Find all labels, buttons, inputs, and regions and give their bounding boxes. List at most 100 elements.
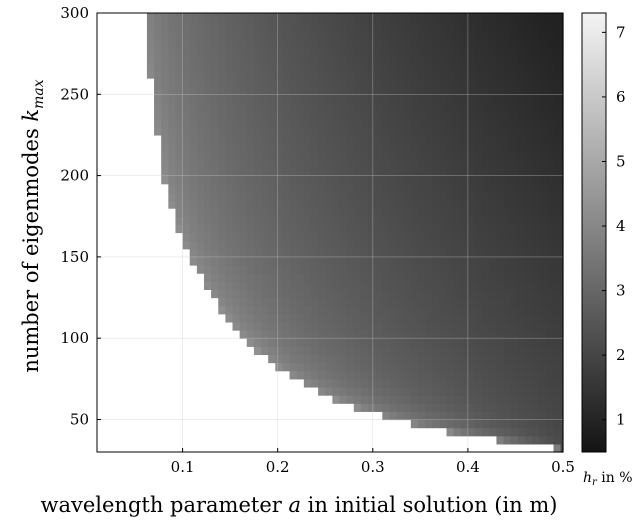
heatmap-cell — [325, 362, 333, 372]
heatmap-cell — [282, 53, 291, 63]
heatmap-cell — [339, 289, 348, 299]
heatmap-cell — [325, 248, 333, 258]
heatmap-cell — [517, 183, 526, 193]
heatmap-cell — [339, 208, 348, 217]
heatmap-cell — [353, 143, 362, 152]
heatmap-cell — [389, 167, 398, 177]
heatmap-cell — [346, 321, 355, 331]
heatmap-cell — [211, 45, 219, 55]
heatmap-cell — [325, 354, 333, 364]
heatmap-cell — [475, 273, 483, 282]
heatmap-cell — [303, 362, 312, 372]
heatmap-cell — [289, 86, 298, 95]
heatmap-cell — [239, 281, 248, 291]
heatmap-cell — [417, 61, 426, 71]
heatmap-cell — [425, 13, 433, 22]
heatmap-cell — [539, 134, 547, 144]
heatmap-cell — [532, 183, 540, 193]
heatmap-cell — [339, 13, 348, 22]
heatmap-cell — [261, 281, 269, 291]
heatmap-cell — [389, 313, 398, 323]
heatmap-cell — [467, 273, 476, 282]
heatmap-cell — [546, 224, 555, 234]
heatmap-cell — [510, 175, 519, 185]
heatmap-cell — [496, 208, 505, 217]
heatmap-cell — [389, 175, 398, 185]
heatmap-cell — [296, 61, 305, 71]
heatmap-cell — [389, 183, 398, 193]
heatmap-cell — [318, 13, 326, 22]
heatmap-cell — [296, 289, 305, 299]
heatmap-cell — [168, 102, 177, 112]
heatmap-cell — [482, 362, 490, 372]
heatmap-cell — [196, 102, 205, 112]
heatmap-cell — [382, 362, 391, 372]
heatmap-cell — [439, 86, 448, 95]
heatmap-cell — [532, 305, 540, 315]
heatmap-cell — [453, 297, 462, 307]
heatmap-cell — [368, 208, 376, 217]
heatmap-cell — [539, 69, 547, 79]
heatmap-cell — [339, 69, 348, 79]
heatmap-cell — [510, 289, 519, 299]
heatmap-cell — [203, 86, 212, 95]
heatmap-cell — [239, 175, 248, 185]
heatmap-cell — [289, 143, 298, 152]
heatmap-cell — [453, 240, 462, 250]
heatmap-cell — [360, 305, 369, 315]
heatmap-cell — [325, 45, 333, 55]
heatmap-cell — [467, 13, 476, 22]
heatmap-cell — [218, 167, 226, 177]
heatmap-cell — [375, 289, 383, 299]
heatmap-cell — [268, 224, 276, 234]
heatmap-cell — [318, 29, 326, 38]
heatmap-cell — [353, 362, 362, 372]
heatmap-cell — [189, 159, 198, 169]
heatmap-cell — [396, 330, 405, 339]
heatmap-cell — [346, 297, 355, 307]
heatmap-cell — [175, 175, 184, 185]
heatmap-cell — [346, 313, 355, 323]
heatmap-cell — [410, 208, 419, 217]
heatmap-cell — [553, 45, 562, 55]
heatmap-cell — [346, 232, 355, 242]
heatmap-cell — [239, 21, 248, 30]
heatmap-cell — [203, 248, 212, 258]
heatmap-cell — [232, 37, 241, 47]
heatmap-cell — [503, 86, 512, 95]
heatmap-cell — [261, 313, 269, 323]
heatmap-cell — [375, 248, 383, 258]
heatmap-cell — [496, 45, 505, 55]
heatmap-cell — [375, 346, 383, 356]
heatmap-cell — [532, 354, 540, 364]
heatmap-cell — [460, 346, 469, 356]
heatmap-cell — [275, 78, 284, 87]
heatmap-cell — [310, 151, 319, 160]
heatmap-cell — [175, 208, 184, 217]
heatmap-cell — [517, 378, 526, 388]
heatmap-cell — [296, 134, 305, 144]
heatmap-cell — [460, 338, 469, 347]
heatmap-cell — [453, 175, 462, 185]
heatmap-cell — [453, 419, 462, 429]
heatmap-cell — [360, 167, 369, 177]
heatmap-cell — [460, 330, 469, 339]
heatmap-cell — [196, 167, 205, 177]
heatmap-cell — [154, 118, 162, 128]
heatmap-cell — [325, 256, 333, 266]
heatmap-cell — [303, 110, 312, 120]
heatmap-cell — [282, 354, 291, 364]
heatmap-cell — [225, 305, 234, 315]
heatmap-cell — [154, 110, 162, 120]
heatmap-cell — [318, 53, 326, 63]
heatmap-cell — [261, 256, 269, 266]
heatmap-cell — [154, 45, 162, 55]
heatmap-cell — [425, 175, 433, 185]
heatmap-cell — [282, 338, 291, 347]
heatmap-cell — [203, 45, 212, 55]
heatmap-cell — [460, 94, 469, 104]
heatmap-cell — [553, 330, 562, 339]
heatmap-cell — [546, 427, 555, 437]
heatmap-cell — [346, 126, 355, 136]
heatmap-cell — [503, 78, 512, 87]
